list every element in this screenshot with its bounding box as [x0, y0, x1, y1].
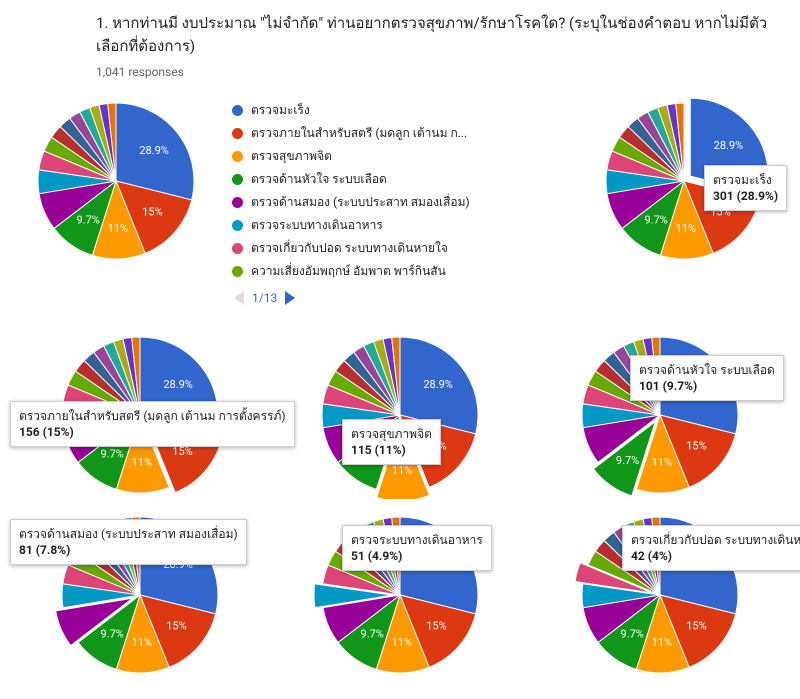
- grid-cell: 28.9%15%11%9.7%ตรวจสุขภาพจิต115 (11%): [276, 329, 524, 499]
- slice-pct-label: 28.9%: [423, 378, 453, 391]
- legend-label: ตรวจภายในสำหรับสตรี (มดลูก เต้านม ก...: [251, 124, 467, 143]
- highlight-pie-wrap: 28.9%15%11%9.7%ตรวจเกี่ยวกับปอด ระบบทางเ…: [540, 509, 780, 679]
- legend-swatch: [232, 128, 243, 139]
- slice-pct-label: 11%: [392, 464, 412, 477]
- slice-pct-label: 15%: [686, 440, 706, 453]
- chart-tooltip: ตรวจภายในสำหรับสตรี (มดลูก เต้านม การตั้…: [10, 401, 295, 447]
- slice-pct-label: 9.7%: [101, 447, 124, 460]
- legend-item[interactable]: ตรวจระบบทางเดินอาหาร: [232, 216, 568, 235]
- chart-tooltip: ตรวจระบบทางเดินอาหาร51 (4.9%): [342, 525, 492, 571]
- pie-grid: 28.9%15%11%9.7%ตรวจภายในสำหรับสตรี (มดลู…: [16, 329, 784, 679]
- legend-swatch: [232, 151, 243, 162]
- top-row: 28.9% 15% 11% 9.7% ตรวจมะเร็งตรวจภายในสำหรั…: [16, 95, 784, 305]
- legend-swatch: [232, 174, 243, 185]
- slice-pct-label: 11%: [652, 636, 672, 649]
- legend-item[interactable]: ตรวจเกี่ยวกับปอด ระบบทางเดินหายใจ: [232, 239, 568, 258]
- legend-pager: 1/13: [232, 291, 568, 305]
- chart-legend: ตรวจมะเร็งตรวจภายในสำหรับสตรี (มดลูก เต้…: [232, 95, 568, 305]
- slice-pct-label: 9.7%: [645, 213, 668, 226]
- pie-chart: 28.9%15%11%9.7%: [300, 329, 500, 499]
- slice-pct-label: 28.9%: [139, 144, 169, 157]
- legend-label: ตรวจเกี่ยวกับปอด ระบบทางเดินหายใจ: [251, 239, 448, 258]
- legend-label: ตรวจด้านสมอง (ระบบประสาท สมองเสื่อม): [251, 193, 470, 212]
- chart-tooltip: ตรวจเกี่ยวกับปอด ระบบทางเดินหายใจ42 (4%): [622, 525, 800, 571]
- legend-label: ตรวจมะเร็ง: [251, 101, 310, 120]
- slice-pct-label: 15%: [686, 620, 706, 633]
- legend-item[interactable]: ตรวจภายในสำหรับสตรี (มดลูก เต้านม ก...: [232, 124, 568, 143]
- grid-cell: 28.9%15%11%9.7%ตรวจเกี่ยวกับปอด ระบบทางเ…: [536, 509, 784, 679]
- chart-tooltip: ตรวจสุขภาพจิต115 (11%): [342, 419, 441, 465]
- legend-item[interactable]: ตรวจสุขภาพจิต: [232, 147, 568, 166]
- legend-label: ความเสี่ยงอัมพฤกษ์ อัมพาต พาร์กินสัน: [251, 262, 446, 281]
- response-count: 1,041 responses: [16, 65, 784, 79]
- pie-chart: 28.9% 15% 11% 9.7%: [16, 95, 216, 265]
- highlight-pie-wrap: 28.9%15%11%9.7%ตรวจสุขภาพจิต115 (11%): [280, 329, 520, 499]
- legend-swatch: [232, 266, 243, 277]
- legend-item[interactable]: ตรวจด้านหัวใจ ระบบเลือด: [232, 170, 568, 189]
- slice-pct-label: 11%: [132, 636, 152, 649]
- slice-pct-label: 15%: [166, 620, 186, 633]
- slice-pct-label: 15%: [142, 206, 162, 219]
- legend-label: ตรวจระบบทางเดินอาหาร: [251, 216, 383, 235]
- legend-label: ตรวจด้านหัวใจ ระบบเลือด: [251, 170, 387, 189]
- chart-tooltip: ตรวจด้านหัวใจ ระบบเลือด101 (9.7%): [630, 355, 784, 401]
- pager-prev-icon[interactable]: [234, 291, 244, 305]
- grid-cell: 28.9%15%11%9.7%ตรวจด้านหัวใจ ระบบเลือด10…: [536, 329, 784, 499]
- slice-pct-label: 28.9%: [714, 139, 744, 152]
- slice-pct-label: 28.9%: [163, 378, 193, 391]
- legend-item[interactable]: ตรวจมะเร็ง: [232, 101, 568, 120]
- grid-cell: 28.9%15%11%9.7%ตรวจภายในสำหรับสตรี (มดลู…: [16, 329, 264, 499]
- slice-pct-label: 9.7%: [616, 454, 639, 467]
- pager-text: 1/13: [252, 291, 277, 305]
- legend-swatch: [232, 105, 243, 116]
- slice-pct-label: 11%: [132, 456, 152, 469]
- summary-pie-wrap: 28.9% 15% 11% 9.7%: [16, 95, 216, 265]
- highlight-pie-wrap: 28.9%15%11%9.7%ตรวจภายในสำหรับสตรี (มดลู…: [20, 329, 260, 499]
- highlight-pie-wrap: 28.9%15%11%9.7%ตรวจด้านหัวใจ ระบบเลือด10…: [540, 329, 780, 499]
- page-title: 1. หากท่านมี งบประมาณ "ไม่จำกัด" ท่านอยา…: [16, 12, 784, 57]
- slice-pct-label: 11%: [676, 222, 696, 235]
- legend-item[interactable]: ความเสี่ยงอัมพฤกษ์ อัมพาต พาร์กินสัน: [232, 262, 568, 281]
- legend-swatch: [232, 220, 243, 231]
- chart-tooltip: ตรวจด้านสมอง (ระบบประสาท สมองเสื่อม)81 (…: [10, 519, 247, 565]
- grid-cell: 28.9%15%11%9.7%ตรวจระบบทางเดินอาหาร51 (4…: [276, 509, 524, 679]
- legend-label: ตรวจสุขภาพจิต: [251, 147, 332, 166]
- highlight-pie-wrap: 28.9%15%11%9.7%ตรวจด้านสมอง (ระบบประสาท …: [20, 509, 260, 679]
- slice-pct-label: 9.7%: [101, 627, 124, 640]
- chart-tooltip: ตรวจมะเร็ง301 (28.9%): [704, 165, 787, 211]
- slice-pct-label: 11%: [652, 456, 672, 469]
- legend-item[interactable]: ตรวจด้านสมอง (ระบบประสาท สมองเสื่อม): [232, 193, 568, 212]
- legend-swatch: [232, 243, 243, 254]
- pager-next-icon[interactable]: [285, 291, 295, 305]
- slice-pct-label: 15%: [426, 620, 446, 633]
- legend-swatch: [232, 197, 243, 208]
- slice-pct-label: 11%: [108, 222, 128, 235]
- slice-pct-label: 11%: [392, 636, 412, 649]
- highlight-pie-wrap-0: 28.9%15%11%9.7%ตรวจมะเร็ง301 (28.9%): [584, 95, 784, 265]
- slice-pct-label: 9.7%: [77, 213, 100, 226]
- grid-cell: 28.9%15%11%9.7%ตรวจด้านสมอง (ระบบประสาท …: [16, 509, 264, 679]
- slice-pct-label: 9.7%: [361, 627, 384, 640]
- highlight-pie-wrap: 28.9%15%11%9.7%ตรวจระบบทางเดินอาหาร51 (4…: [280, 509, 520, 679]
- slice-pct-label: 9.7%: [621, 627, 644, 640]
